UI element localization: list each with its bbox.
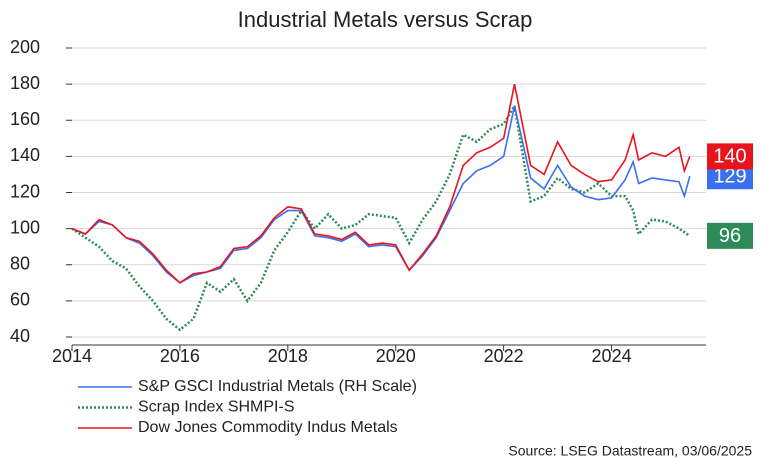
y-tick-label: 120: [10, 181, 40, 201]
y-tick-label: 60: [10, 290, 30, 310]
end-label: 96: [719, 225, 741, 247]
end-label-box: [707, 143, 753, 170]
end-label: 140: [713, 146, 746, 168]
y-tick-label: 200: [10, 37, 40, 57]
legend-label: Dow Jones Commodity Indus Metals: [138, 419, 398, 436]
y-tick-label: 80: [10, 254, 30, 274]
y-tick-label: 160: [10, 109, 40, 129]
chart-title: Industrial Metals versus Scrap: [238, 7, 533, 32]
end-label: 129: [713, 166, 746, 188]
series-line: [71, 83, 691, 284]
y-tick-label: 140: [10, 145, 40, 165]
x-tick-label: 2014: [52, 346, 92, 366]
y-tick-label: 100: [10, 217, 40, 237]
legend-label: S&P GSCI Industrial Metals (RH Scale): [138, 378, 417, 395]
x-tick-label: 2016: [160, 346, 200, 366]
legend-label: Scrap Index SHMPI-S: [138, 399, 295, 416]
x-tick-label: 2020: [376, 346, 416, 366]
y-tick-label: 40: [10, 326, 30, 346]
source-note: Source: LSEG Datastream, 03/06/2025: [508, 443, 752, 459]
y-tick-label: 180: [10, 73, 40, 93]
x-tick-label: 2018: [268, 346, 308, 366]
series-line: [71, 102, 691, 332]
x-tick-label: 2022: [484, 346, 524, 366]
series-line: [71, 105, 691, 284]
end-label-box: [707, 222, 753, 249]
x-tick-label: 2024: [592, 346, 632, 366]
